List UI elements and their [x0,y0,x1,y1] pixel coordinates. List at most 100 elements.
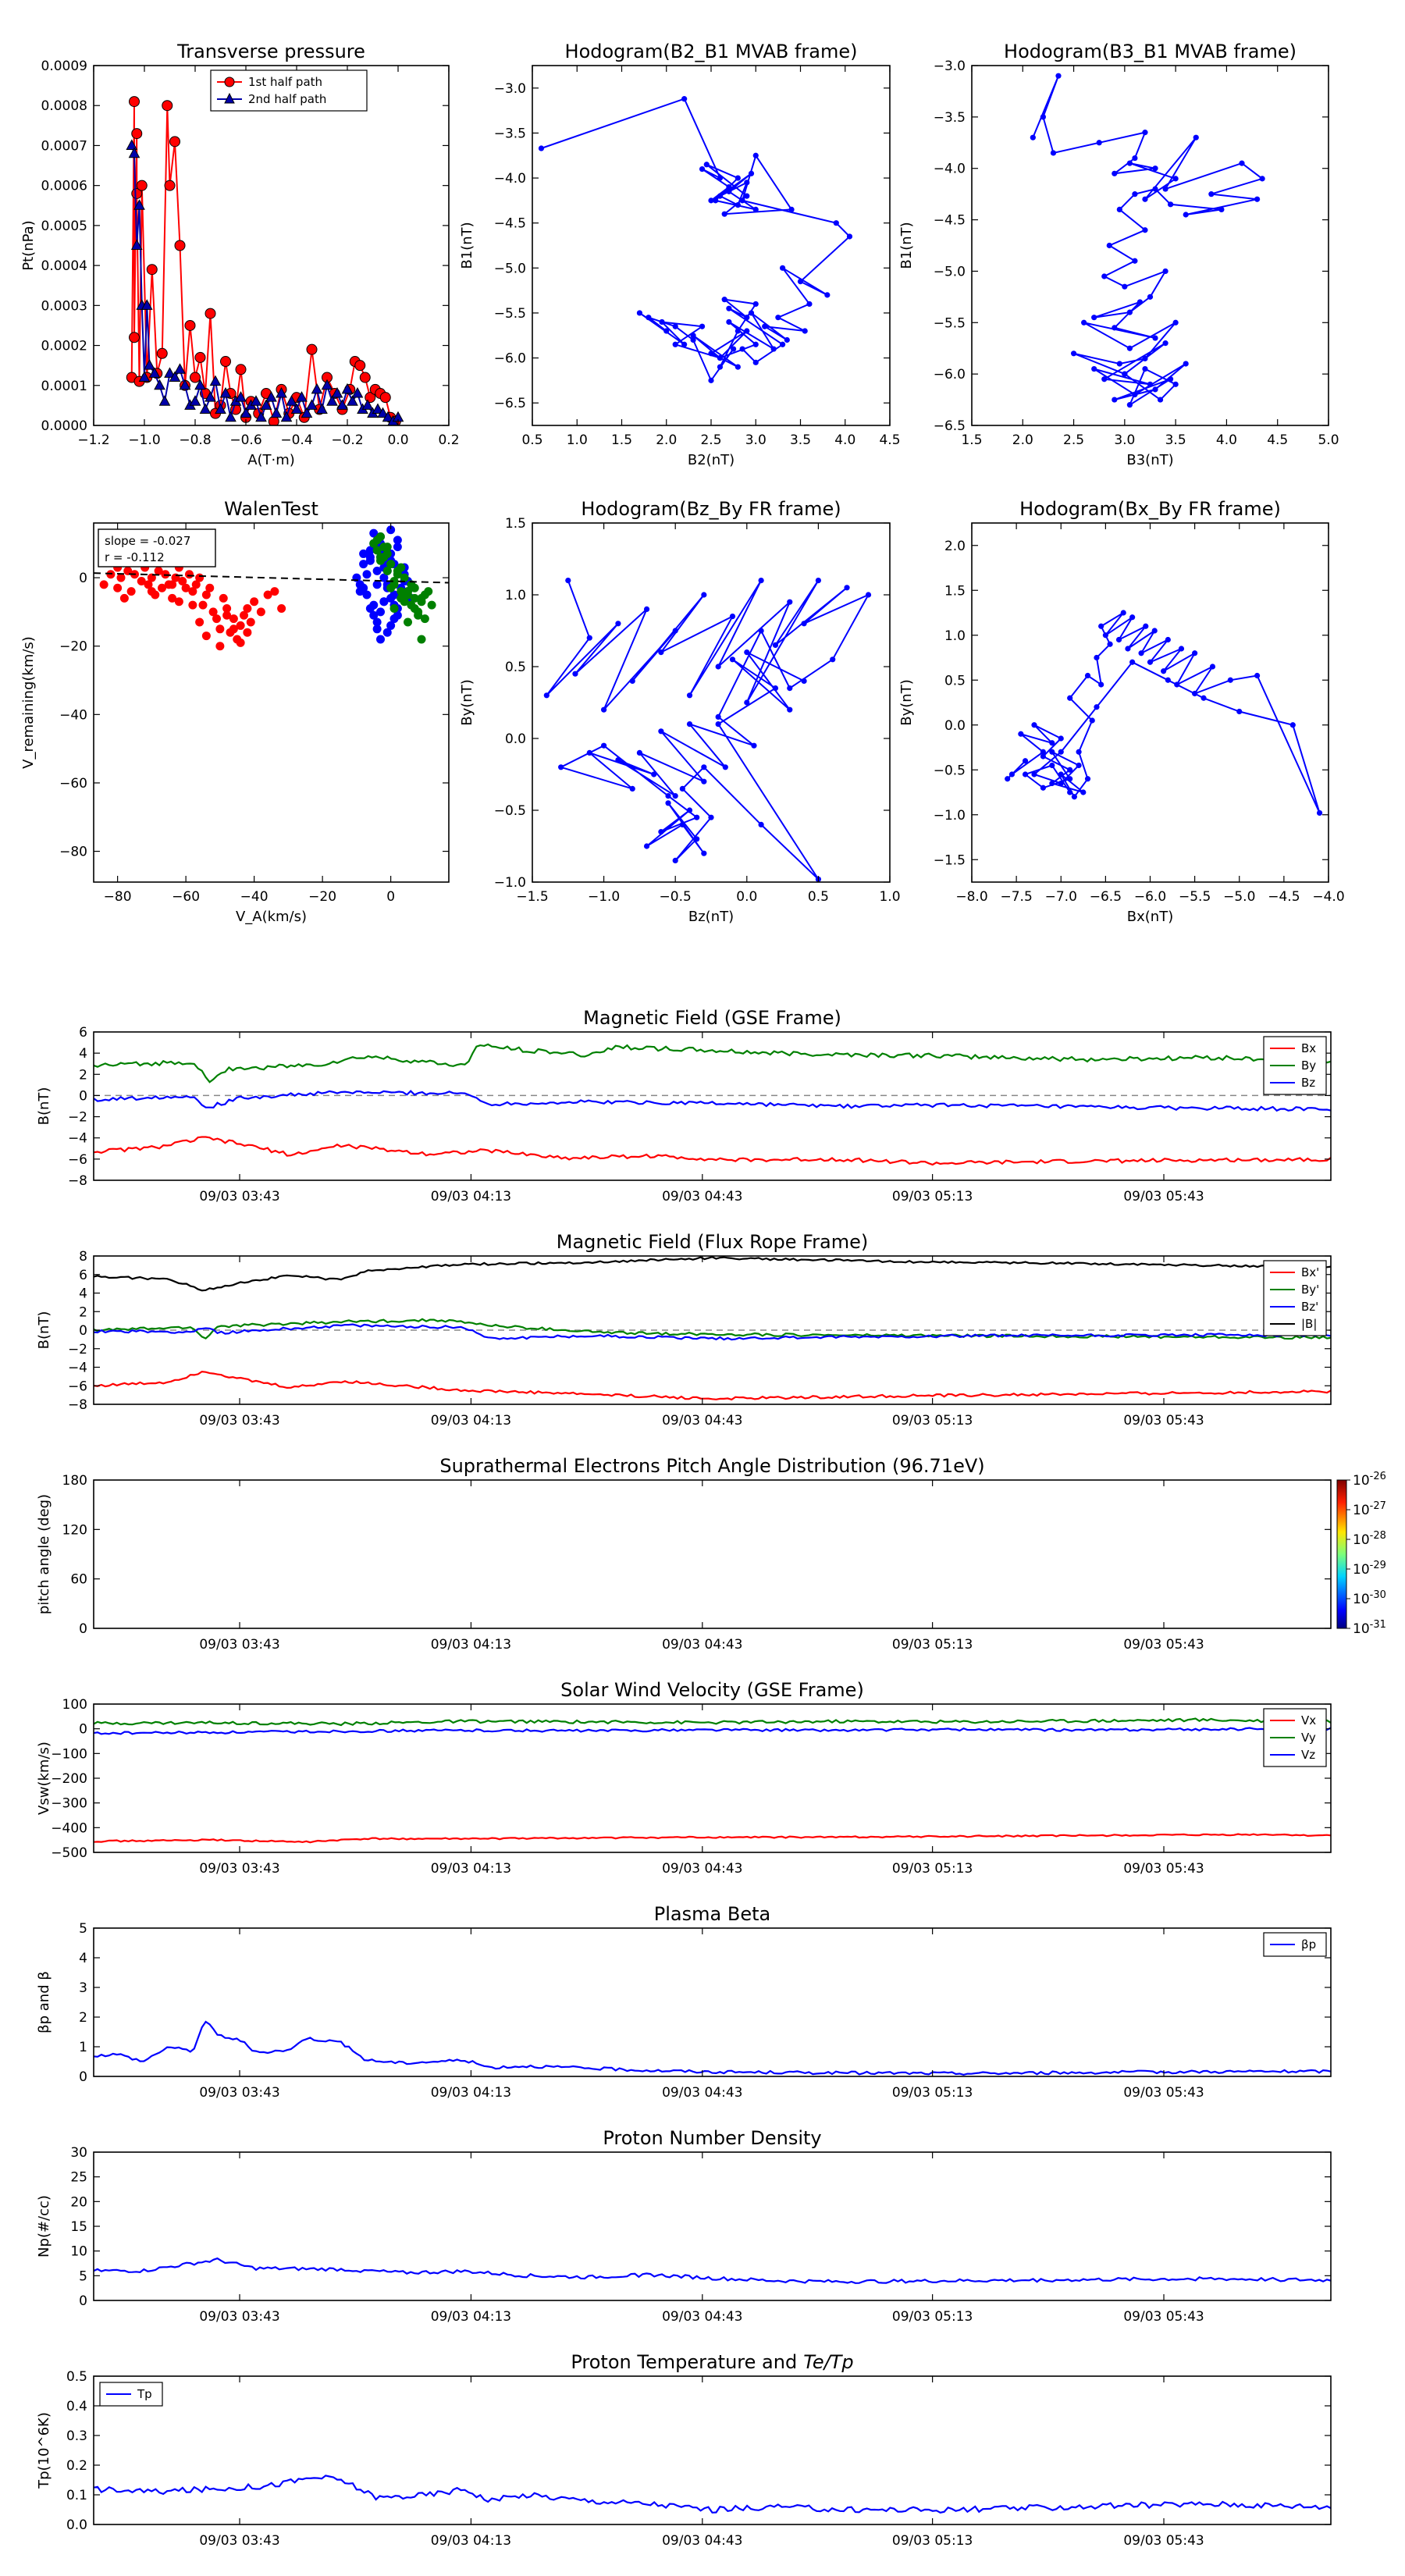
y-tick-label: 0.3 [66,2428,87,2444]
data-point [558,764,564,770]
data-point [744,315,750,321]
legend-marker [224,76,235,87]
data-point [815,578,821,584]
data-point [1172,319,1179,326]
x-tick-label: −80 [104,889,132,905]
data-point [296,391,308,402]
x-tick-label: 2.5 [1063,432,1084,448]
data-point [636,749,643,756]
y-tick-label: −6.0 [934,367,966,382]
data-point [1049,780,1055,787]
data-point [280,411,293,422]
plot-frame [93,65,450,426]
data-point [229,624,238,634]
x-tick-label: 3.5 [790,432,811,448]
x-tick-label: −4.5 [1268,889,1300,905]
data-point [1070,350,1077,357]
y-tick-label: −3.0 [934,59,966,74]
data-point [601,706,607,713]
data-point [780,265,786,271]
colorbar-label: 10-27 [1353,1500,1386,1518]
y-tick-label: −6.0 [494,351,526,367]
chart-np: Proton Number Density 0 5 10 15 20 25 30 09/03 0… [36,2127,1332,2325]
data-point [722,764,728,770]
x-tick-label: −20 [308,889,336,905]
x-tick-label: 09/03 04:43 [662,1189,742,1204]
data-point [236,621,245,630]
plot-area [94,525,449,651]
y-tick-label: −500 [51,1845,87,1861]
chart-hodogram-bx-by: Hodogram(Bx_By FR frame) −1.5 −1.0 −0.5 0.0 0… [898,498,1345,925]
data-point [801,678,807,685]
data-point [1106,242,1112,249]
data-point [276,386,287,398]
data-point [1165,636,1171,643]
y-tick-label: −6 [68,1152,87,1168]
data-point [194,379,206,390]
plot-area [543,578,872,882]
data-point [1049,740,1055,746]
y-tick-label: −4.0 [494,171,526,187]
plot-frame [93,1479,1332,1629]
data-point [1168,201,1174,208]
data-point [393,570,402,579]
legend-label: Tp [137,2387,152,2401]
y-tick-label: 4 [79,1046,87,1062]
legend-label: Bx' [1301,1265,1319,1279]
data-point [243,604,252,614]
data-point [1050,150,1057,156]
data-point [1126,309,1133,315]
legend-label: Vz [1301,1748,1315,1762]
data-point [726,188,732,194]
y-tick-label: −4.5 [494,216,526,232]
y-axis-label: B1(nT) [898,222,915,269]
data-point [286,395,297,406]
legend-label: Bz' [1301,1300,1318,1314]
data-point [220,356,231,368]
data-point [1058,735,1064,742]
y-tick-label: 1.5 [505,516,526,532]
x-tick-label: −4.0 [1312,889,1344,905]
data-point [113,583,123,592]
x-tick-label: 4.0 [834,432,855,448]
chart-title: WalenTest [224,498,318,520]
data-point [629,785,635,792]
data-point [1200,695,1207,701]
data-point [1254,672,1261,679]
data-point [643,843,650,849]
data-point [1126,402,1133,408]
x-tick-label: 09/03 05:13 [892,2533,973,2549]
data-point [190,372,201,383]
data-point [326,395,338,406]
data-point [1049,762,1055,769]
series-line-Vx [94,1833,1331,1844]
chart-tp: Proton Temperature and Te/Tp 0.0 0.1 0.2 0.3 0… [36,2351,1332,2549]
data-point [1289,722,1296,728]
y-axis-label: By(nT) [898,679,915,725]
data-point [243,628,252,637]
data-point [147,573,156,582]
plot-frame [93,2375,1332,2525]
data-point [147,587,156,596]
y-axis-label: V_remaining(km/s) [20,636,37,769]
data-point [382,566,392,575]
data-point [240,610,248,620]
data-point [372,403,384,415]
data-point [601,742,607,749]
x-tick-label: 3.0 [1114,432,1135,448]
y-tick-label: −3.0 [494,81,526,97]
data-point [215,403,226,415]
data-point [646,315,652,321]
data-point [129,96,140,108]
x-tick-label: 3.5 [1165,432,1186,448]
series-line-|B| [94,1256,1331,1292]
data-point [1132,155,1138,162]
data-point [1094,654,1100,661]
data-point [1112,170,1118,176]
data-point [744,649,750,656]
data-point [1136,299,1144,305]
data-point [162,100,173,112]
data-point [336,399,348,410]
data-point [1058,780,1064,787]
data-point [699,323,706,329]
